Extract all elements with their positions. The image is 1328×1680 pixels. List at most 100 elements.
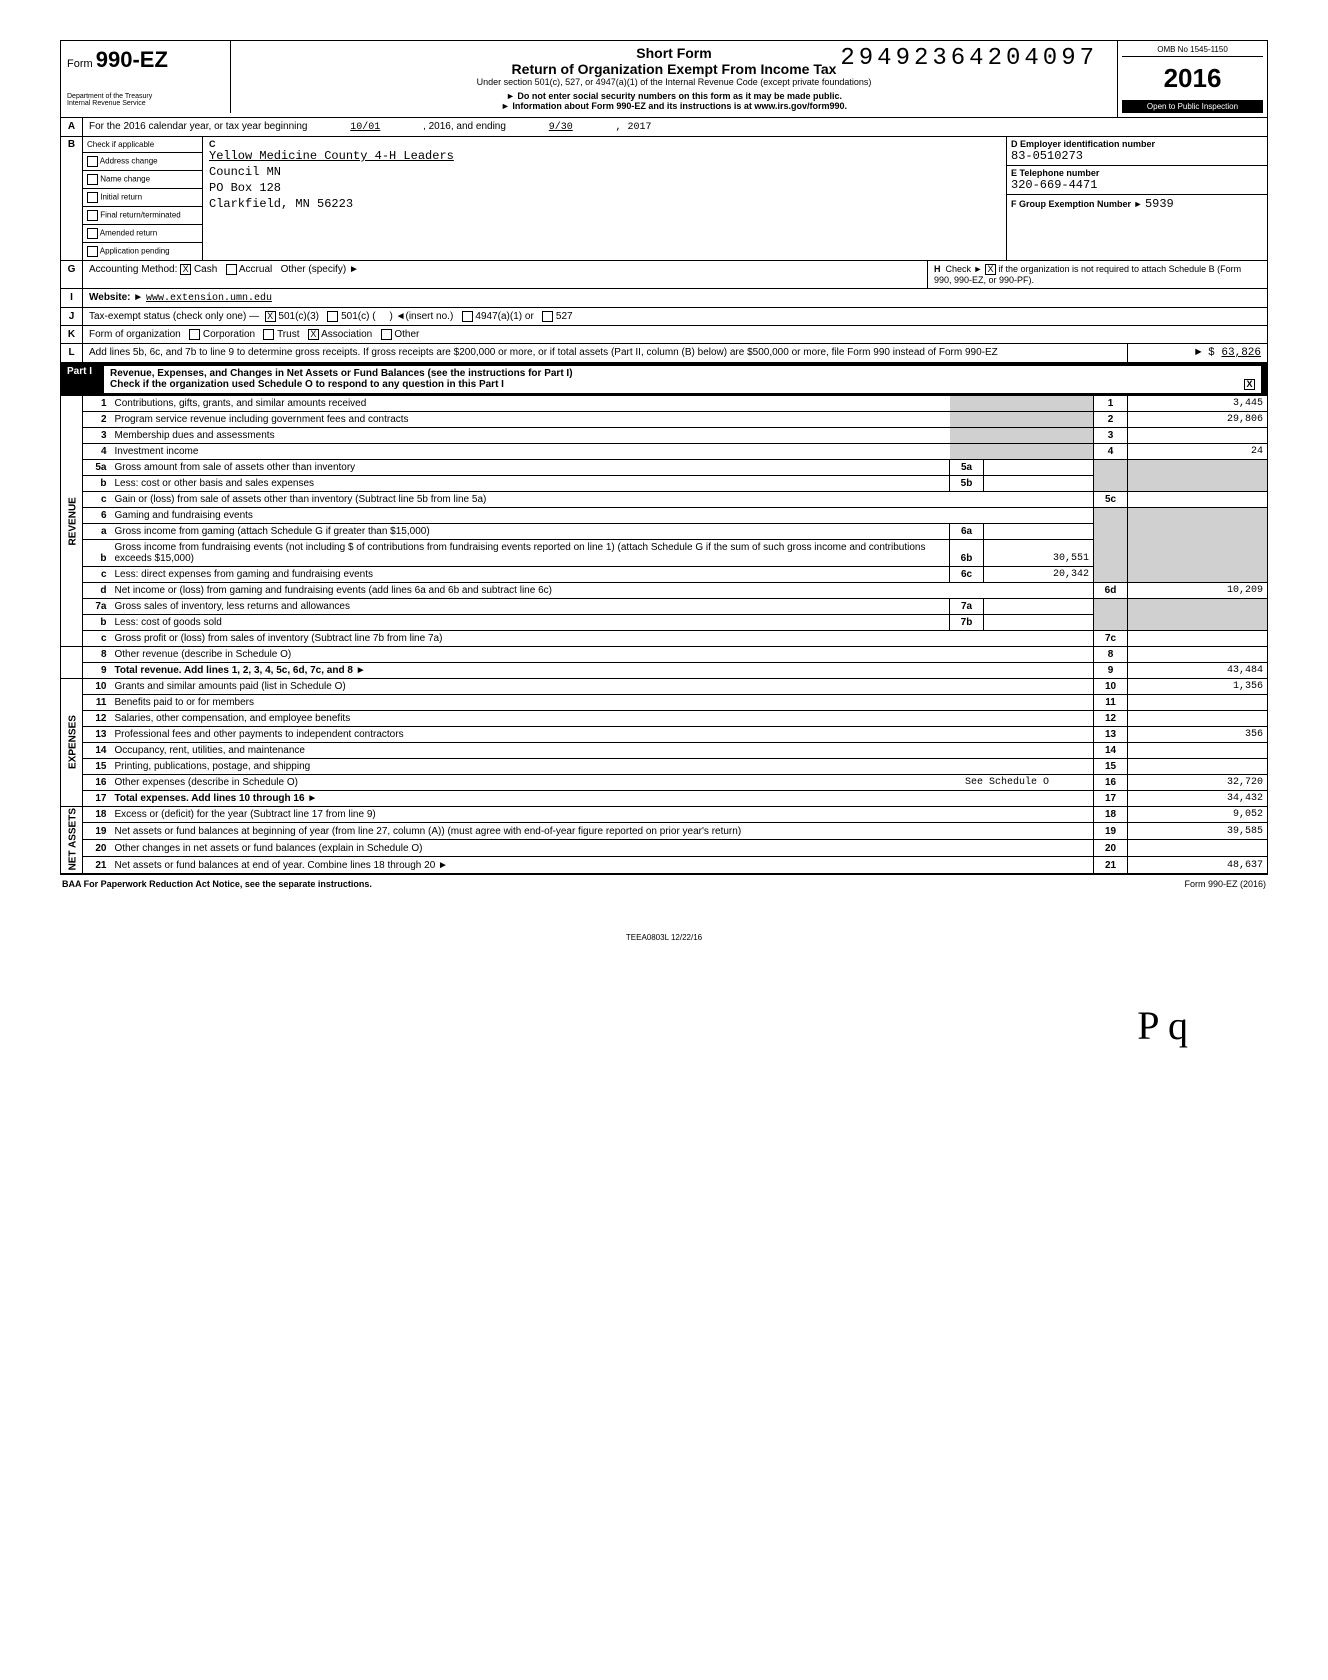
- n5a: 5a: [83, 459, 111, 475]
- d6c: Less: direct expenses from gaming and fu…: [111, 566, 950, 582]
- a14: [1128, 742, 1268, 758]
- chk-527[interactable]: [542, 311, 553, 322]
- chk-501c[interactable]: [327, 311, 338, 322]
- a20: [1128, 840, 1268, 857]
- a6a: [984, 523, 1094, 539]
- b12: 12: [1094, 710, 1128, 726]
- chk-corp[interactable]: [189, 329, 200, 340]
- B4: Amended return: [100, 229, 157, 238]
- chk-cash[interactable]: X: [180, 264, 191, 275]
- J-501c3: 501(c)(3): [278, 311, 319, 322]
- part1-check: Check if the organization used Schedule …: [110, 379, 504, 390]
- d6d: Net income or (loss) from gaming and fun…: [111, 582, 1094, 598]
- b11: 11: [1094, 694, 1128, 710]
- n3: 3: [83, 427, 111, 443]
- d14: Occupancy, rent, utilities, and maintena…: [111, 742, 1094, 758]
- d8: Other revenue (describe in Schedule O): [111, 646, 1094, 662]
- chk-H[interactable]: X: [985, 264, 996, 275]
- open-inspection: Open to Public Inspection: [1122, 100, 1263, 113]
- chk-other[interactable]: [381, 329, 392, 340]
- form-no-big: 990-EZ: [96, 47, 168, 72]
- d7b: Less: cost of goods sold: [111, 614, 950, 630]
- a21: 48,637: [1128, 857, 1268, 874]
- d15: Printing, publications, postage, and shi…: [111, 758, 1094, 774]
- b7b: 7b: [950, 614, 984, 630]
- n18: 18: [83, 806, 111, 823]
- n17: 17: [83, 790, 111, 806]
- label-G: G: [61, 261, 83, 288]
- footer-left: BAA For Paperwork Reduction Act Notice, …: [62, 879, 372, 889]
- n6c: c: [83, 566, 111, 582]
- b14: 14: [1094, 742, 1128, 758]
- J-label: Tax-exempt status (check only one) —: [89, 311, 259, 322]
- n19: 19: [83, 823, 111, 840]
- J-4947: 4947(a)(1) or: [475, 311, 533, 322]
- F-val: 5939: [1145, 197, 1174, 211]
- signature: P q: [60, 1002, 1268, 1049]
- a6d: 10,209: [1128, 582, 1268, 598]
- d5c: Gain or (loss) from sale of assets other…: [111, 491, 1094, 507]
- d6: Gaming and fundraising events: [111, 507, 1094, 523]
- label-A: A: [61, 118, 83, 136]
- sidecol-netassets: NET ASSETS: [61, 806, 83, 873]
- chk-assoc[interactable]: X: [308, 329, 319, 340]
- chk-501c3[interactable]: X: [265, 311, 276, 322]
- d13: Professional fees and other payments to …: [111, 726, 1094, 742]
- d7c: Gross profit or (loss) from sales of inv…: [111, 630, 1094, 646]
- b19: 19: [1094, 823, 1128, 840]
- b10: 10: [1094, 678, 1128, 694]
- label-L: L: [61, 344, 83, 362]
- line-I: Website: ► www.extension.umn.edu: [83, 289, 1267, 307]
- d1: Contributions, gifts, grants, and simila…: [111, 396, 950, 412]
- D-val: 83-0510273: [1011, 149, 1263, 163]
- I-label: Website: ►: [89, 292, 143, 303]
- G-other: Other (specify) ►: [281, 264, 359, 275]
- teea: TEEA0803L 12/22/16: [60, 933, 1268, 942]
- chk-amended[interactable]: [87, 228, 98, 239]
- sidecol-expenses: EXPENSES: [61, 678, 83, 806]
- chk-pending[interactable]: [87, 246, 98, 257]
- n7c: c: [83, 630, 111, 646]
- G-label: Accounting Method:: [89, 264, 177, 275]
- d19: Net assets or fund balances at beginning…: [111, 823, 1094, 840]
- a13: 356: [1128, 726, 1268, 742]
- n16: 16: [83, 774, 111, 790]
- d20: Other changes in net assets or fund bala…: [111, 840, 1094, 857]
- chk-accrual[interactable]: [226, 264, 237, 275]
- d16: Other expenses (describe in Schedule O): [115, 777, 298, 788]
- a8: [1128, 646, 1268, 662]
- form-number: Form 990-EZ: [67, 47, 224, 73]
- A-endyear: , 2017: [616, 122, 652, 133]
- chk-4947[interactable]: [462, 311, 473, 322]
- n1: 1: [83, 396, 111, 412]
- G-cash: Cash: [194, 264, 217, 275]
- chk-trust[interactable]: [263, 329, 274, 340]
- d17: Total expenses. Add lines 10 through 16: [115, 793, 305, 804]
- n6: 6: [83, 507, 111, 523]
- chk-final[interactable]: [87, 210, 98, 221]
- b2: 2: [1094, 411, 1128, 427]
- a9: 43,484: [1128, 662, 1268, 678]
- chk-part1[interactable]: X: [1244, 379, 1255, 390]
- chk-name[interactable]: [87, 174, 98, 185]
- chk-initial[interactable]: [87, 192, 98, 203]
- B5: Application pending: [100, 247, 170, 256]
- n8: 8: [83, 646, 111, 662]
- G-accrual: Accrual: [239, 264, 272, 275]
- sub3: ► Information about Form 990-EZ and its …: [241, 101, 1107, 111]
- E-label: E Telephone number: [1011, 168, 1263, 178]
- H-label: Check ►: [946, 264, 983, 274]
- J-527: 527: [556, 311, 573, 322]
- n9: 9: [83, 662, 111, 678]
- B3: Final return/terminated: [100, 211, 180, 220]
- part1-label: Part I: [67, 366, 104, 392]
- A-text: For the 2016 calendar year, or tax year …: [89, 121, 307, 132]
- a6c: 20,342: [984, 566, 1094, 582]
- b7c: 7c: [1094, 630, 1128, 646]
- d21: Net assets or fund balances at end of ye…: [115, 860, 436, 871]
- F-label: F Group Exemption Number ►: [1011, 199, 1142, 209]
- chk-address[interactable]: [87, 156, 98, 167]
- n11: 11: [83, 694, 111, 710]
- line-K: Form of organization Corporation Trust X…: [83, 326, 1267, 343]
- b21: 21: [1094, 857, 1128, 874]
